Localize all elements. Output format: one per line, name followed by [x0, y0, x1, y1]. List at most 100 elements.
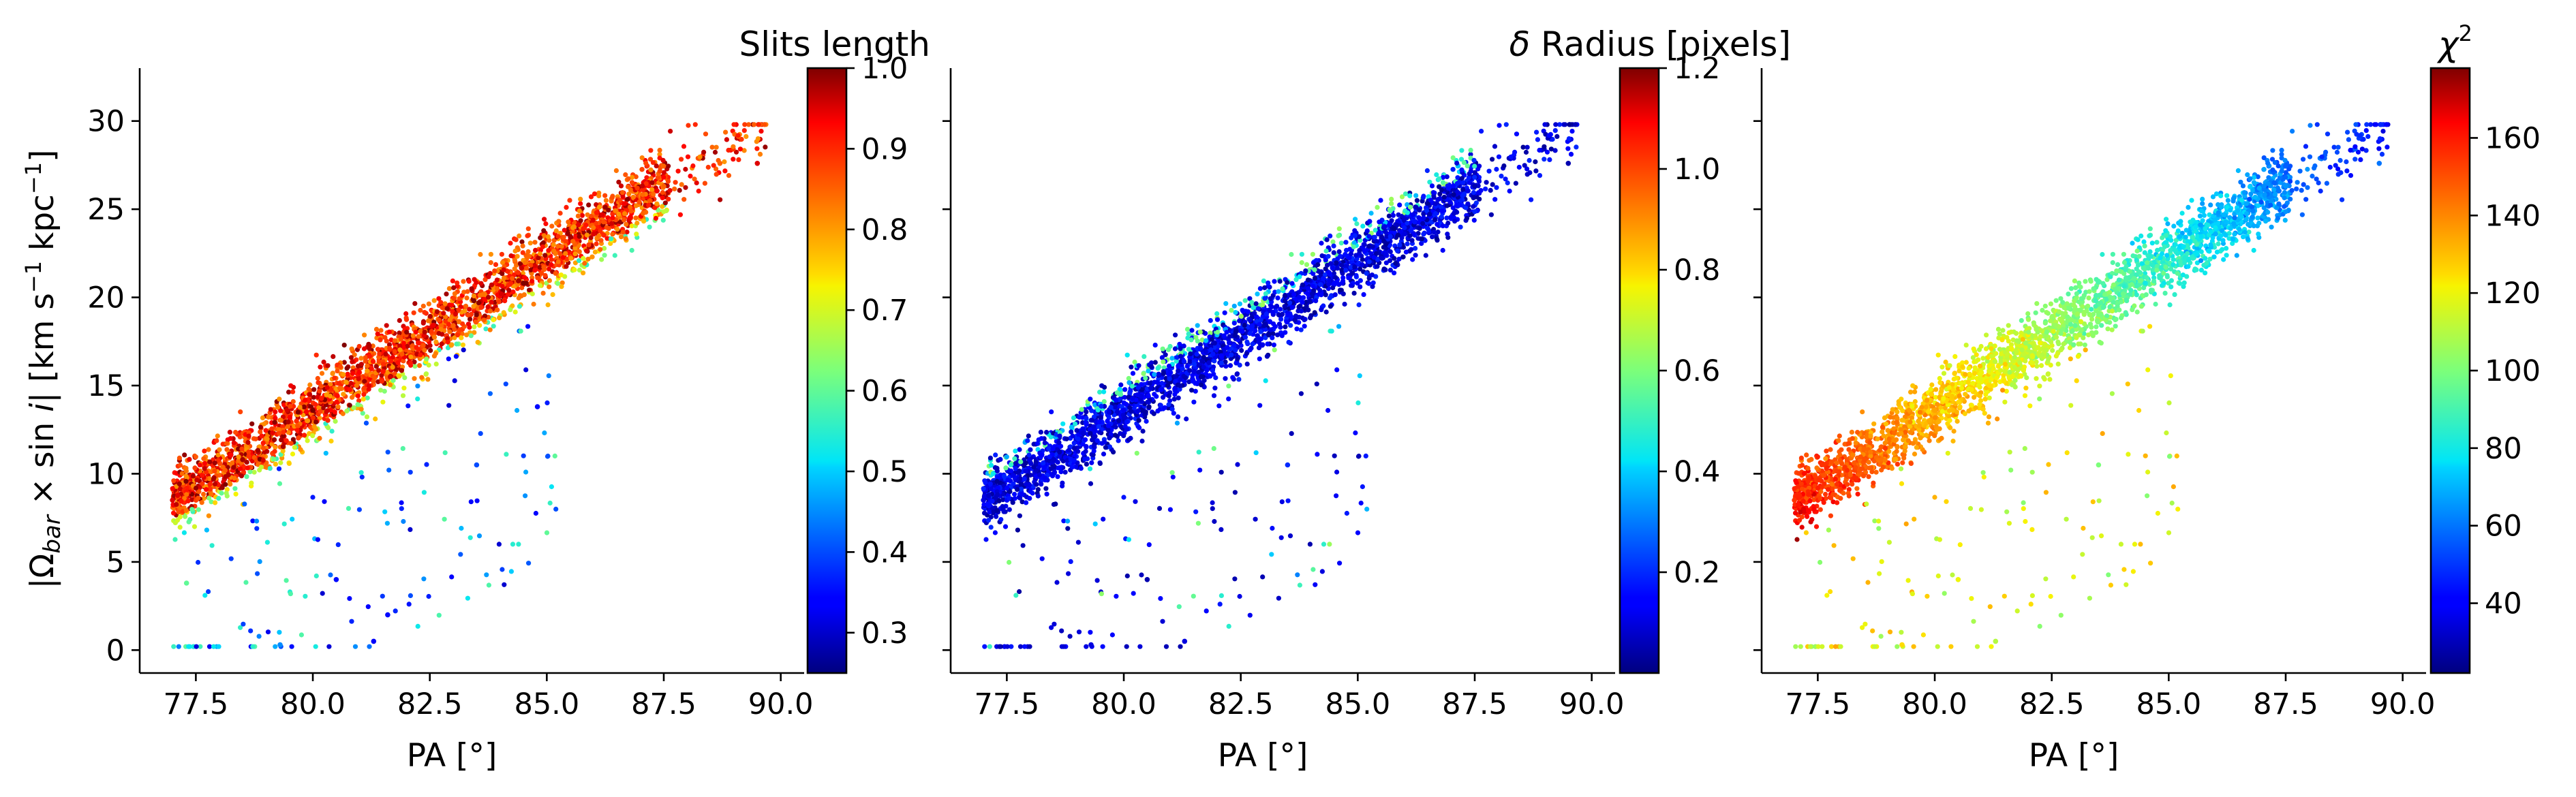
- scatter-point: [537, 283, 543, 288]
- scatter-point: [1178, 346, 1183, 351]
- scatter-point: [1238, 313, 1244, 319]
- scatter-point: [662, 200, 669, 206]
- scatter-point: [223, 482, 228, 487]
- scatter-point: [567, 198, 572, 203]
- scatter-point: [668, 129, 673, 134]
- scatter-point: [343, 379, 349, 385]
- scatter-point: [1445, 232, 1450, 237]
- scatter-point: [277, 431, 282, 436]
- scatter-point: [471, 298, 477, 304]
- scatter-point: [446, 322, 452, 327]
- scatter-point: [474, 312, 479, 317]
- scatter-point: [641, 219, 647, 224]
- scatter-point: [442, 516, 447, 522]
- scatter-point: [313, 352, 319, 358]
- scatter-point: [265, 629, 271, 635]
- scatter-point: [171, 478, 177, 484]
- scatter-point: [438, 300, 444, 305]
- scatter-point: [697, 154, 703, 159]
- scatter-point: [1173, 332, 1178, 338]
- scatter-point: [1279, 333, 1285, 339]
- scatter-point: [589, 254, 595, 260]
- scatter-point: [436, 612, 442, 618]
- scatter-point: [406, 601, 412, 607]
- scatter-point: [1457, 202, 1462, 208]
- scatter-point: [283, 578, 289, 583]
- scatter-point: [1145, 399, 1150, 405]
- scatter-point: [696, 188, 701, 194]
- scatter-point: [382, 509, 388, 514]
- scatter-point: [988, 525, 994, 530]
- scatter-point: [231, 440, 236, 446]
- scatter-point: [390, 364, 395, 370]
- scatter-point: [519, 285, 525, 291]
- scatter-point: [272, 420, 277, 425]
- scatter-point: [201, 456, 206, 461]
- scatter-point: [468, 333, 474, 339]
- scatter-point: [1242, 298, 1248, 303]
- x-ticks-1: 77.5 80.0 82.5 85.0 87.5 90.0: [164, 673, 814, 721]
- scatter-point: [1378, 198, 1383, 203]
- scatter-point: [478, 431, 483, 437]
- colorbar-tick-label: 0.9: [861, 132, 908, 166]
- scatter-point: [427, 313, 433, 319]
- scatter-point: [303, 593, 308, 599]
- scatter-point: [480, 292, 486, 297]
- scatter-point: [211, 476, 216, 482]
- scatter-point: [1008, 463, 1013, 468]
- scatter-point: [176, 644, 181, 649]
- scatter-point: [228, 482, 233, 487]
- scatter-point: [634, 185, 640, 191]
- scatter-point: [443, 314, 448, 319]
- scatter-point: [455, 332, 461, 338]
- scatter-point: [519, 266, 524, 271]
- scatter-point: [295, 409, 301, 415]
- scatter-point: [277, 396, 282, 402]
- scatter-point: [245, 439, 251, 446]
- scatter-point: [408, 527, 413, 533]
- scatter-point: [1377, 219, 1382, 225]
- scatter-point: [1077, 414, 1082, 420]
- scatter-point: [495, 307, 500, 313]
- scatter-point: [661, 174, 666, 180]
- scatter-point: [456, 319, 462, 324]
- scatter-point: [596, 204, 602, 210]
- scatter-point: [681, 144, 687, 149]
- scatter-point: [350, 359, 355, 364]
- scatter-point: [1282, 298, 1287, 304]
- scatter-point: [478, 304, 484, 310]
- scatter-point: [584, 232, 590, 238]
- scatter-point: [522, 275, 527, 280]
- scatter-point: [201, 496, 206, 501]
- scatter-point: [1089, 460, 1094, 465]
- scatter-point: [349, 346, 354, 351]
- scatter-point: [1236, 377, 1242, 382]
- scatter-point: [1276, 322, 1283, 327]
- scatter-point: [1144, 418, 1149, 424]
- scatter-point: [581, 226, 586, 232]
- scatter-point: [639, 167, 645, 172]
- scatter-point: [722, 168, 728, 174]
- scatter-point: [257, 559, 262, 565]
- scatter-point: [288, 441, 294, 446]
- scatter-point: [344, 366, 350, 371]
- scatter-point: [555, 259, 561, 264]
- scatter-point: [1410, 257, 1415, 262]
- scatter-point: [1101, 389, 1107, 394]
- x-tick-label: 85.0: [514, 687, 579, 721]
- y-axis-label-1: |Ωbar × sin i| [km s−1 kpc−1]: [20, 150, 66, 589]
- scatter-point: [341, 392, 346, 397]
- scatter-point: [1353, 217, 1358, 222]
- scatter-point: [332, 409, 337, 415]
- scatter-point: [1042, 440, 1047, 446]
- scatter-point: [456, 307, 461, 313]
- scatter-point: [571, 224, 577, 230]
- scatter-point: [183, 465, 189, 471]
- scatter-point: [249, 480, 254, 486]
- scatter-point: [184, 492, 189, 497]
- scatter-point: [387, 345, 393, 351]
- scatter-point: [1214, 311, 1220, 317]
- scatter-point: [553, 506, 559, 512]
- scatter-point: [654, 201, 660, 206]
- scatter-point: [577, 234, 582, 239]
